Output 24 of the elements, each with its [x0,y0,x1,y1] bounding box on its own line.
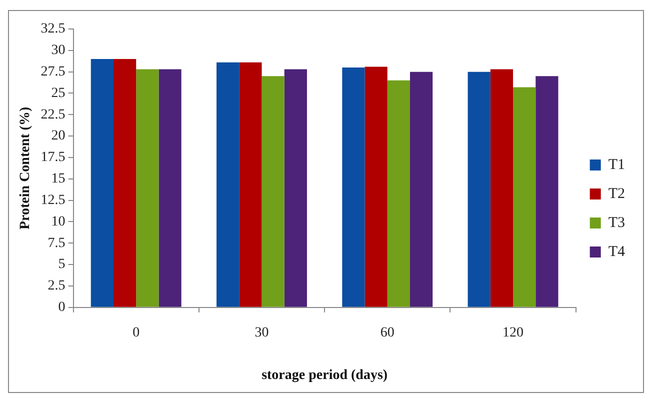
x-axis-title: storage period (days) [262,368,388,384]
y-tick-label: 20 [51,128,66,144]
legend-label: T2 [608,186,626,202]
legend-label: T3 [608,214,626,231]
y-tick-label: 22.5 [40,107,66,122]
y-tick-label: 5 [58,257,66,272]
y-tick-label: 30 [51,43,66,58]
y-tick-label: 10 [51,214,66,230]
y-tick-label: 7.5 [48,236,66,251]
y-tick-label: 12.5 [40,192,66,208]
x-tick-label: 30 [254,325,269,340]
y-tick-label: 32.5 [40,22,66,37]
legend-label: T4 [608,244,626,260]
y-tick-label: 27.5 [40,64,66,80]
y-axis-title: Protein Content (%) [18,106,34,230]
legend-label: T1 [608,156,626,173]
y-tick-label: 15 [51,172,66,187]
y-tick-label: 0 [58,300,66,316]
y-tick-label: 2.5 [48,278,66,294]
x-tick-label: 0 [132,325,140,340]
x-tick-label: 120 [502,325,524,340]
y-tick-label: 25 [51,86,66,101]
x-tick-label: 60 [380,325,394,340]
y-tick-label: 17.5 [40,150,66,166]
